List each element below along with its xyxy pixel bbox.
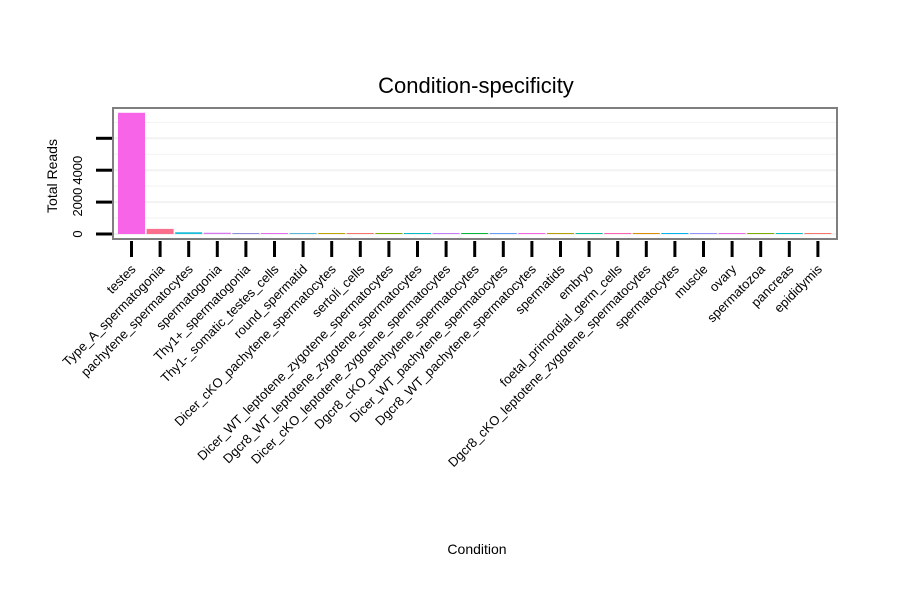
bar-spermatocytes [661,233,689,234]
bar-spermatids [547,233,574,234]
y-axis: 0 2000 4000 [70,136,112,238]
grid-lines [114,121,836,235]
bar-embryo [575,233,603,234]
bar-dicer-wt-pachytene-spermatocytes [489,233,517,234]
bars [118,112,832,234]
bar-sertoli-cells [346,233,374,234]
bar-spermatozoa [747,233,775,234]
bar-spermatogonia [203,232,231,234]
y-tick-label: 0 [70,230,85,237]
bar-dicer-cko-leptotene-zygotene-spermatocytes [432,233,460,234]
bar-thy1-somatic-testes-cells [261,233,288,234]
bar-dgcr8-wt-pachytene-spermatocytes [518,233,546,234]
bar-foetal-primordial-germ-cells [604,233,632,234]
bar-dicer-wt-leptotene-zygotene-spermatocytes [375,233,403,234]
bar-pancreas [775,233,803,234]
bar-thy1-spermatogonia [232,233,260,234]
bar-testes [118,112,145,234]
x-axis: testesType_A_spermatogoniapachytene_sper… [60,241,825,470]
bar-dicer-cko-pachytene-spermatocytes [318,233,346,234]
chart-title: Condition-specificity [378,73,574,98]
bar-muscle [690,233,717,234]
y-axis-title: Total Reads [44,139,60,213]
bar-epididymis [804,233,832,234]
bar-ovary [718,233,746,234]
x-axis-title: Condition [447,541,506,557]
bar-round-spermatid [289,233,317,234]
bar-dgcr8-wt-leptotene-zygotene-spermatocytes [404,233,431,234]
plot-panel [112,107,838,240]
bar-pachytene-spermatocytes [175,232,203,234]
y-tick-label: 2000 [70,188,85,217]
bar-dgcr8-cko-leptotene-zygotene-spermatocytes [632,233,660,234]
bar-type-a-spermatogonia [146,228,174,234]
bar-dgcr8-cko-pachytene-spermatocytes [461,233,489,234]
y-tick-label: 4000 [70,156,85,185]
